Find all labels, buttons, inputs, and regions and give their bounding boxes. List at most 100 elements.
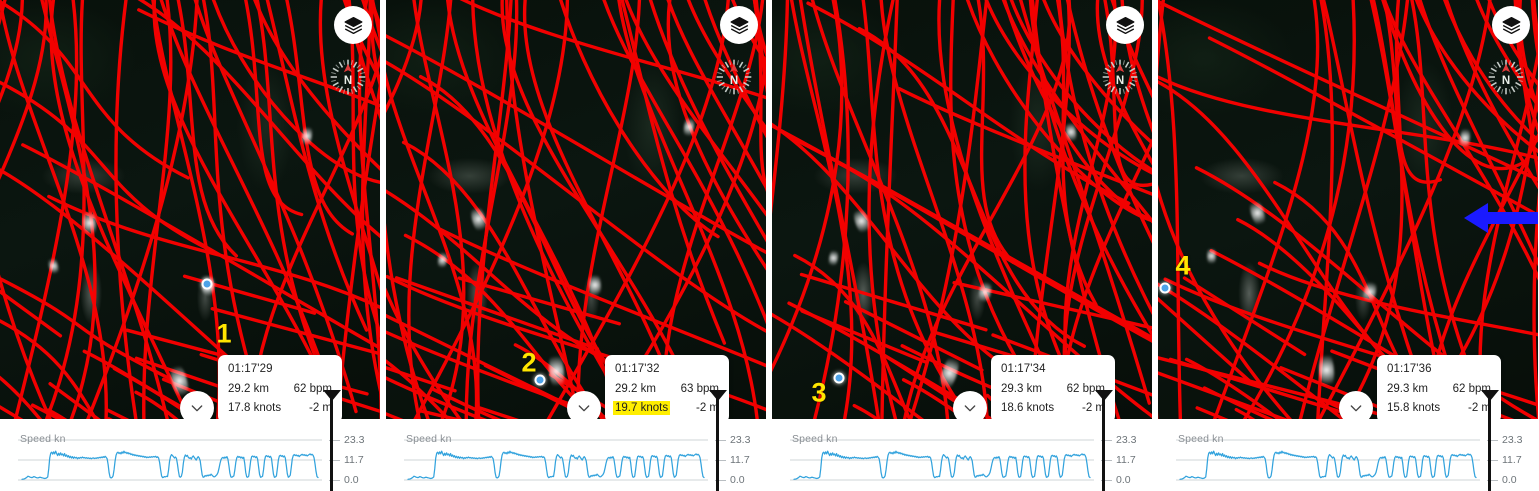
map-layers-button[interactable] <box>1106 6 1144 44</box>
map-compass[interactable]: N <box>714 55 754 99</box>
speed-chart-plot <box>790 439 1094 481</box>
tooltip-speed-value: 17.8 knots <box>228 402 282 414</box>
chart-cursor-needle[interactable] <box>330 398 333 491</box>
ytick-mark-max <box>715 440 726 441</box>
map-panel-2: 2 N 01:17'32 29.2 km 63 bpm 19.7 knots -… <box>386 0 766 491</box>
ytick-mark-min <box>1487 480 1498 481</box>
ytick-mark-max <box>329 440 340 441</box>
svg-text:N: N <box>1116 75 1124 87</box>
map-canvas[interactable]: 3 N 01:17'34 29.3 km 62 bpm 18.6 knots -… <box>772 0 1152 419</box>
tooltip-row-distance-hr: 29.2 km 62 bpm <box>228 383 332 395</box>
chart-cursor-needle-head <box>1480 390 1499 401</box>
collapse-panel-button[interactable] <box>953 391 987 419</box>
map-compass[interactable]: N <box>1486 55 1526 99</box>
ytick-label-min: 0.0 <box>1116 474 1131 486</box>
chevron-down-icon <box>578 405 590 412</box>
ytick-label-max: 23.3 <box>1502 434 1523 446</box>
tooltip-speed-value: 19.7 knots <box>613 401 671 415</box>
tooltip-time: 01:17'34 <box>1001 363 1046 375</box>
svg-text:N: N <box>1502 75 1510 87</box>
layers-icon <box>344 16 362 34</box>
chart-cursor-needle[interactable] <box>1102 398 1105 491</box>
tooltip-row-speed-altitude: 19.7 knots -2 m <box>613 401 719 415</box>
current-position-dot[interactable] <box>201 278 213 290</box>
annotation-number-2: 2 <box>521 347 537 378</box>
ytick-label-mid: 11.7 <box>1502 454 1522 466</box>
tooltip-speed-value: 18.6 knots <box>1001 402 1055 414</box>
speed-chart-label: Speed kn <box>1178 433 1224 445</box>
svg-text:N: N <box>730 75 738 87</box>
speed-chart-label: Speed kn <box>792 433 838 445</box>
chevron-down-icon <box>964 405 976 412</box>
collapse-panel-button[interactable] <box>1339 391 1373 419</box>
ytick-label-max: 23.3 <box>730 434 751 446</box>
speed-chart[interactable]: Speed kn 23.3 11.7 0.0 <box>772 419 1152 491</box>
map-compass[interactable]: N <box>1100 55 1140 99</box>
layers-icon <box>1116 16 1134 34</box>
tooltip-row-speed-altitude: 17.8 knots -2 m <box>228 402 332 414</box>
datapoint-tooltip: 01:17'34 29.3 km 62 bpm 18.6 knots -2 m <box>991 355 1115 419</box>
map-canvas[interactable]: 4 N 01:17'36 29.3 km 62 bpm 15.8 knots -… <box>1158 0 1538 419</box>
tooltip-time: 01:17'32 <box>615 363 660 375</box>
annotation-arrow-icon <box>1464 203 1538 233</box>
tooltip-distance-value: 29.3 km <box>1001 383 1042 395</box>
tooltip-heartrate-value: 62 bpm <box>293 383 332 395</box>
tooltip-row-distance-hr: 29.3 km 62 bpm <box>1001 383 1105 395</box>
chevron-down-icon <box>191 405 203 412</box>
map-panel-3: 3 N 01:17'34 29.3 km 62 bpm 18.6 knots -… <box>772 0 1152 491</box>
tooltip-altitude-value: -2 m <box>1468 402 1491 414</box>
annotation-number-3: 3 <box>811 377 827 408</box>
ytick-label-mid: 11.7 <box>1116 454 1136 466</box>
annotation-number-1: 1 <box>216 318 232 349</box>
ytick-mark-min <box>1101 480 1112 481</box>
speed-chart[interactable]: Speed kn 23.3 11.7 0.0 <box>386 419 766 491</box>
tooltip-speed-value: 15.8 knots <box>1387 402 1441 414</box>
ytick-label-max: 23.3 <box>1116 434 1137 446</box>
tooltip-time: 01:17'29 <box>228 363 273 375</box>
datapoint-tooltip: 01:17'29 29.2 km 62 bpm 17.8 knots -2 m <box>218 355 342 419</box>
chevron-down-icon <box>1350 405 1362 412</box>
tooltip-altitude-value: -2 m <box>696 402 719 414</box>
collapse-panel-button[interactable] <box>567 391 601 419</box>
tooltip-row-speed-altitude: 15.8 knots -2 m <box>1387 402 1491 414</box>
collapse-panel-button[interactable] <box>180 391 214 419</box>
chart-cursor-needle-head <box>322 390 341 401</box>
speed-chart[interactable]: Speed kn 23.3 11.7 0.0 <box>1158 419 1538 491</box>
compass-icon: N <box>1102 59 1138 95</box>
chart-cursor-needle-head <box>1094 390 1113 401</box>
compass-icon: N <box>1488 59 1524 95</box>
ytick-mark-mid <box>1101 460 1112 461</box>
speed-chart-plot <box>18 439 322 481</box>
tooltip-time: 01:17'36 <box>1387 363 1432 375</box>
speed-chart-label: Speed kn <box>406 433 452 445</box>
tooltip-distance-value: 29.2 km <box>615 383 656 395</box>
ytick-mark-mid <box>1487 460 1498 461</box>
ytick-label-max: 23.3 <box>344 434 365 446</box>
current-position-dot[interactable] <box>833 372 845 384</box>
map-layers-button[interactable] <box>720 6 758 44</box>
map-canvas[interactable]: 1 N 01:17'29 29.2 km 62 bpm 17.8 knots -… <box>0 0 380 419</box>
tooltip-altitude-value: -2 m <box>309 402 332 414</box>
speed-chart[interactable]: Speed kn 23.3 11.7 0.0 <box>0 419 380 491</box>
chart-cursor-needle[interactable] <box>716 398 719 491</box>
ytick-label-mid: 11.7 <box>730 454 750 466</box>
map-canvas[interactable]: 2 N 01:17'32 29.2 km 63 bpm 19.7 knots -… <box>386 0 766 419</box>
map-compass[interactable]: N <box>328 55 368 99</box>
compass-icon: N <box>330 59 366 95</box>
current-position-dot[interactable] <box>534 374 546 386</box>
ytick-label-min: 0.0 <box>1502 474 1517 486</box>
map-layers-button[interactable] <box>334 6 372 44</box>
layers-icon <box>1502 16 1520 34</box>
map-panel-4: 4 N 01:17'36 29.3 km 62 bpm 15.8 knots -… <box>1158 0 1538 491</box>
datapoint-tooltip: 01:17'32 29.2 km 63 bpm 19.7 knots -2 m <box>605 355 729 419</box>
tooltip-row-speed-altitude: 18.6 knots -2 m <box>1001 402 1105 414</box>
current-position-dot[interactable] <box>1159 282 1171 294</box>
chart-cursor-needle-head <box>708 390 727 401</box>
ytick-mark-mid <box>329 460 340 461</box>
map-layers-button[interactable] <box>1492 6 1530 44</box>
ytick-mark-min <box>715 480 726 481</box>
ytick-label-min: 0.0 <box>730 474 745 486</box>
gps-track-lines <box>386 0 766 419</box>
chart-cursor-needle[interactable] <box>1488 398 1491 491</box>
tooltip-distance-value: 29.3 km <box>1387 383 1428 395</box>
